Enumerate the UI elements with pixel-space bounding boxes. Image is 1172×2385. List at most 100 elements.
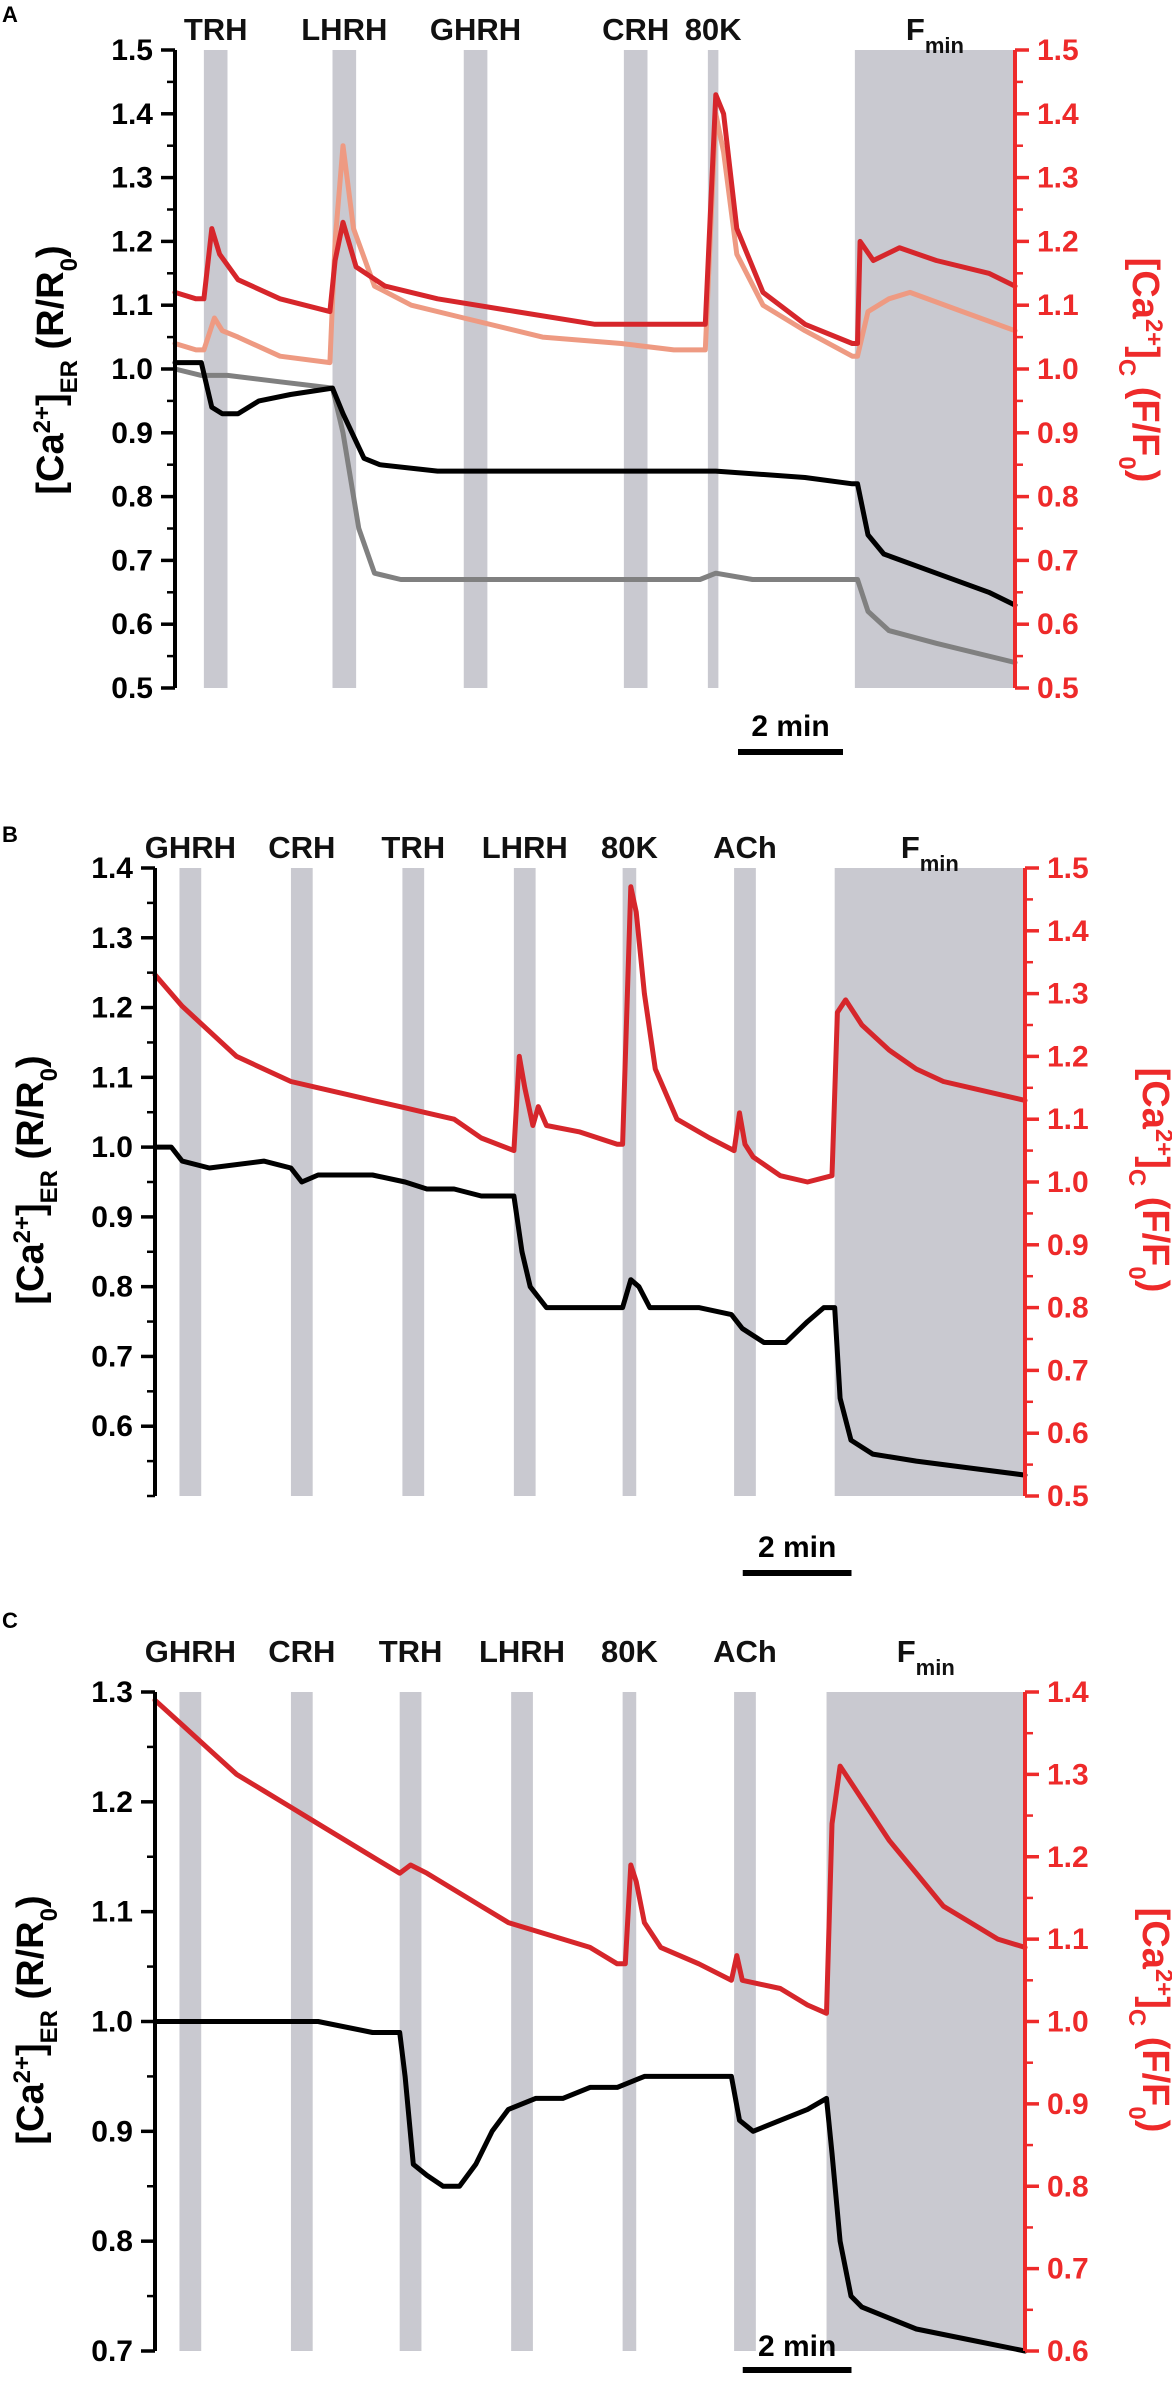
series-line-cyto_primary	[152, 884, 1028, 1185]
stimulus-label-text: 80K	[685, 12, 742, 47]
right-axis-title-unit-sub: 0	[1124, 1266, 1151, 1279]
right-tick-label: 1.4	[1047, 1676, 1089, 1709]
left-tick-label: 0.8	[91, 1271, 133, 1304]
stimulus-label-text: CRH	[268, 1634, 335, 1669]
scale-bar-label: 2 min	[751, 710, 829, 743]
stimulus-label-text: 80K	[601, 830, 658, 865]
left-axis-title-unit-sub: 0	[56, 258, 83, 271]
left-tick-label: 0.6	[111, 608, 153, 641]
left-tick-label: 0.9	[91, 1201, 133, 1234]
series-line-er_primary	[172, 360, 1018, 608]
right-tick-label: 1.2	[1037, 225, 1079, 258]
left-tick-label: 0.8	[111, 481, 153, 514]
right-tick-label: 1.4	[1047, 915, 1089, 948]
left-tick-label: 1.0	[111, 353, 153, 386]
stimulus-label: Fmin	[901, 830, 959, 876]
right-tick-label: 0.8	[1047, 1292, 1089, 1325]
left-tick-label: 1.5	[111, 34, 153, 67]
stimulus-bar	[854, 50, 1015, 688]
stimulus-label-text: F	[897, 1634, 916, 1669]
stimulus-bar	[511, 1692, 533, 2351]
stimulus-label: TRH	[379, 1634, 443, 1669]
right-tick-label: 0.7	[1047, 1354, 1089, 1387]
right-tick-label: 1.1	[1047, 1923, 1089, 1956]
right-tick-label: 0.6	[1037, 608, 1079, 641]
stimulus-label-text: CRH	[602, 12, 669, 47]
stimulus-label-sub: min	[916, 1655, 955, 1680]
stimulus-bar	[826, 1692, 1025, 2351]
stimulus-bar	[399, 1692, 422, 2351]
panel-b: B GHRH CRH TRH LHRH 80K ACh Fmin 0.6 0.7 0.8 0.9 1.0…	[2, 822, 1172, 1576]
stimulus-label: CRH	[602, 12, 669, 47]
stimulus-label: TRH	[381, 830, 445, 865]
left-axis-title-unit: (R/R	[30, 271, 72, 360]
stimulus-label: 80K	[685, 12, 742, 47]
left-axis-title-sub: ER	[56, 360, 83, 393]
left-axis-title: [Ca2+]ER (R/R0)	[9, 1055, 63, 1304]
left-tick-label: 0.6	[91, 1410, 133, 1443]
scale-bar-label: 2 min	[758, 1531, 836, 1564]
panel-c: C GHRH CRH TRH LHRH 80K ACh Fmin 0.7 0.8 0.9 1.0 1.1…	[2, 1608, 1172, 2373]
right-tick-label: 1.3	[1047, 1758, 1089, 1791]
stimulus-label-text: F	[901, 830, 920, 865]
left-axis-title-sub: ER	[36, 1170, 63, 1203]
stimulus-label: GHRH	[145, 1634, 236, 1669]
left-axis-title-unit-sub: 0	[36, 1908, 63, 1921]
left-axis-title-unit: (R/R	[10, 1921, 52, 2010]
right-axis-title: [Ca2+]C (F/F0)	[1124, 1908, 1172, 2133]
right-axis-title-bracket: ]	[1134, 1996, 1172, 2009]
left-tick-label: 0.7	[91, 1340, 133, 1373]
right-axis-title-unit-sub: 0	[1124, 2106, 1151, 2119]
left-axis-title-unit-sub: 0	[36, 1068, 63, 1081]
left-axis-title-unit-end: )	[10, 1055, 52, 1068]
stimulus-label-text: LHRH	[301, 12, 387, 47]
stimulus-label: Fmin	[897, 1634, 955, 1680]
stimulus-label-text: ACh	[713, 830, 777, 865]
right-axis-title-unit-end: )	[1134, 2120, 1172, 2133]
right-axis-title: [Ca2+]C (F/F0)	[1124, 1068, 1172, 1293]
right-tick-label: 0.8	[1047, 2170, 1089, 2203]
right-axis-title-sub: C	[1124, 2009, 1151, 2026]
right-tick-label: 0.5	[1047, 1480, 1089, 1513]
stimulus-label: CRH	[268, 1634, 335, 1669]
left-tick-label: 0.9	[91, 2115, 133, 2148]
panel-letter: B	[2, 822, 18, 847]
stimulus-label: TRH	[184, 12, 248, 47]
right-tick-label: 1.0	[1047, 2006, 1089, 2039]
stimulus-label-text: TRH	[381, 830, 445, 865]
left-tick-label: 1.0	[91, 2006, 133, 2039]
right-tick-label: 1.0	[1047, 1166, 1089, 1199]
left-axis-title-base: [Ca	[10, 2083, 52, 2145]
stimulus-label-text: ACh	[713, 1634, 777, 1669]
right-axis-title-unit-sub: 0	[1114, 456, 1141, 469]
stimulus-bar	[463, 50, 488, 688]
right-tick-label: 0.9	[1047, 2088, 1089, 2121]
right-tick-label: 0.7	[1037, 544, 1079, 577]
left-axis-title-sub: ER	[36, 2010, 63, 2043]
right-tick-label: 1.3	[1047, 978, 1089, 1011]
stimulus-label-text: LHRH	[479, 1634, 565, 1669]
left-axis-title-base: [Ca	[30, 433, 72, 495]
left-axis-title-unit-end: )	[30, 245, 72, 258]
stimulus-label: 80K	[601, 1634, 658, 1669]
left-tick-label: 1.3	[111, 162, 153, 195]
stimulus-label-text: GHRH	[430, 12, 521, 47]
right-axis-title-unit: (F/F	[1134, 2026, 1172, 2106]
right-tick-label: 1.5	[1037, 34, 1079, 67]
left-tick-label: 0.7	[91, 2335, 133, 2368]
left-axis-title-base: [Ca	[10, 1243, 52, 1305]
right-axis-title-base: [Ca	[1134, 1908, 1172, 1970]
stimulus-label: LHRH	[479, 1634, 565, 1669]
stimulus-bar	[513, 868, 536, 1496]
right-axis-title-bracket: ]	[1124, 346, 1166, 359]
stimulus-label: GHRH	[145, 830, 236, 865]
stimulus-label: CRH	[268, 830, 335, 865]
stimulus-bar	[179, 868, 202, 1496]
stimulus-label: LHRH	[482, 830, 568, 865]
series-line-cyto_primary	[172, 92, 1018, 346]
left-tick-label: 1.0	[91, 1131, 133, 1164]
right-axis-title-unit: (F/F	[1134, 1186, 1172, 1266]
left-tick-label: 1.4	[111, 98, 153, 131]
stimulus-bar	[707, 50, 719, 688]
left-axis-title-sup: 2+	[29, 406, 56, 433]
